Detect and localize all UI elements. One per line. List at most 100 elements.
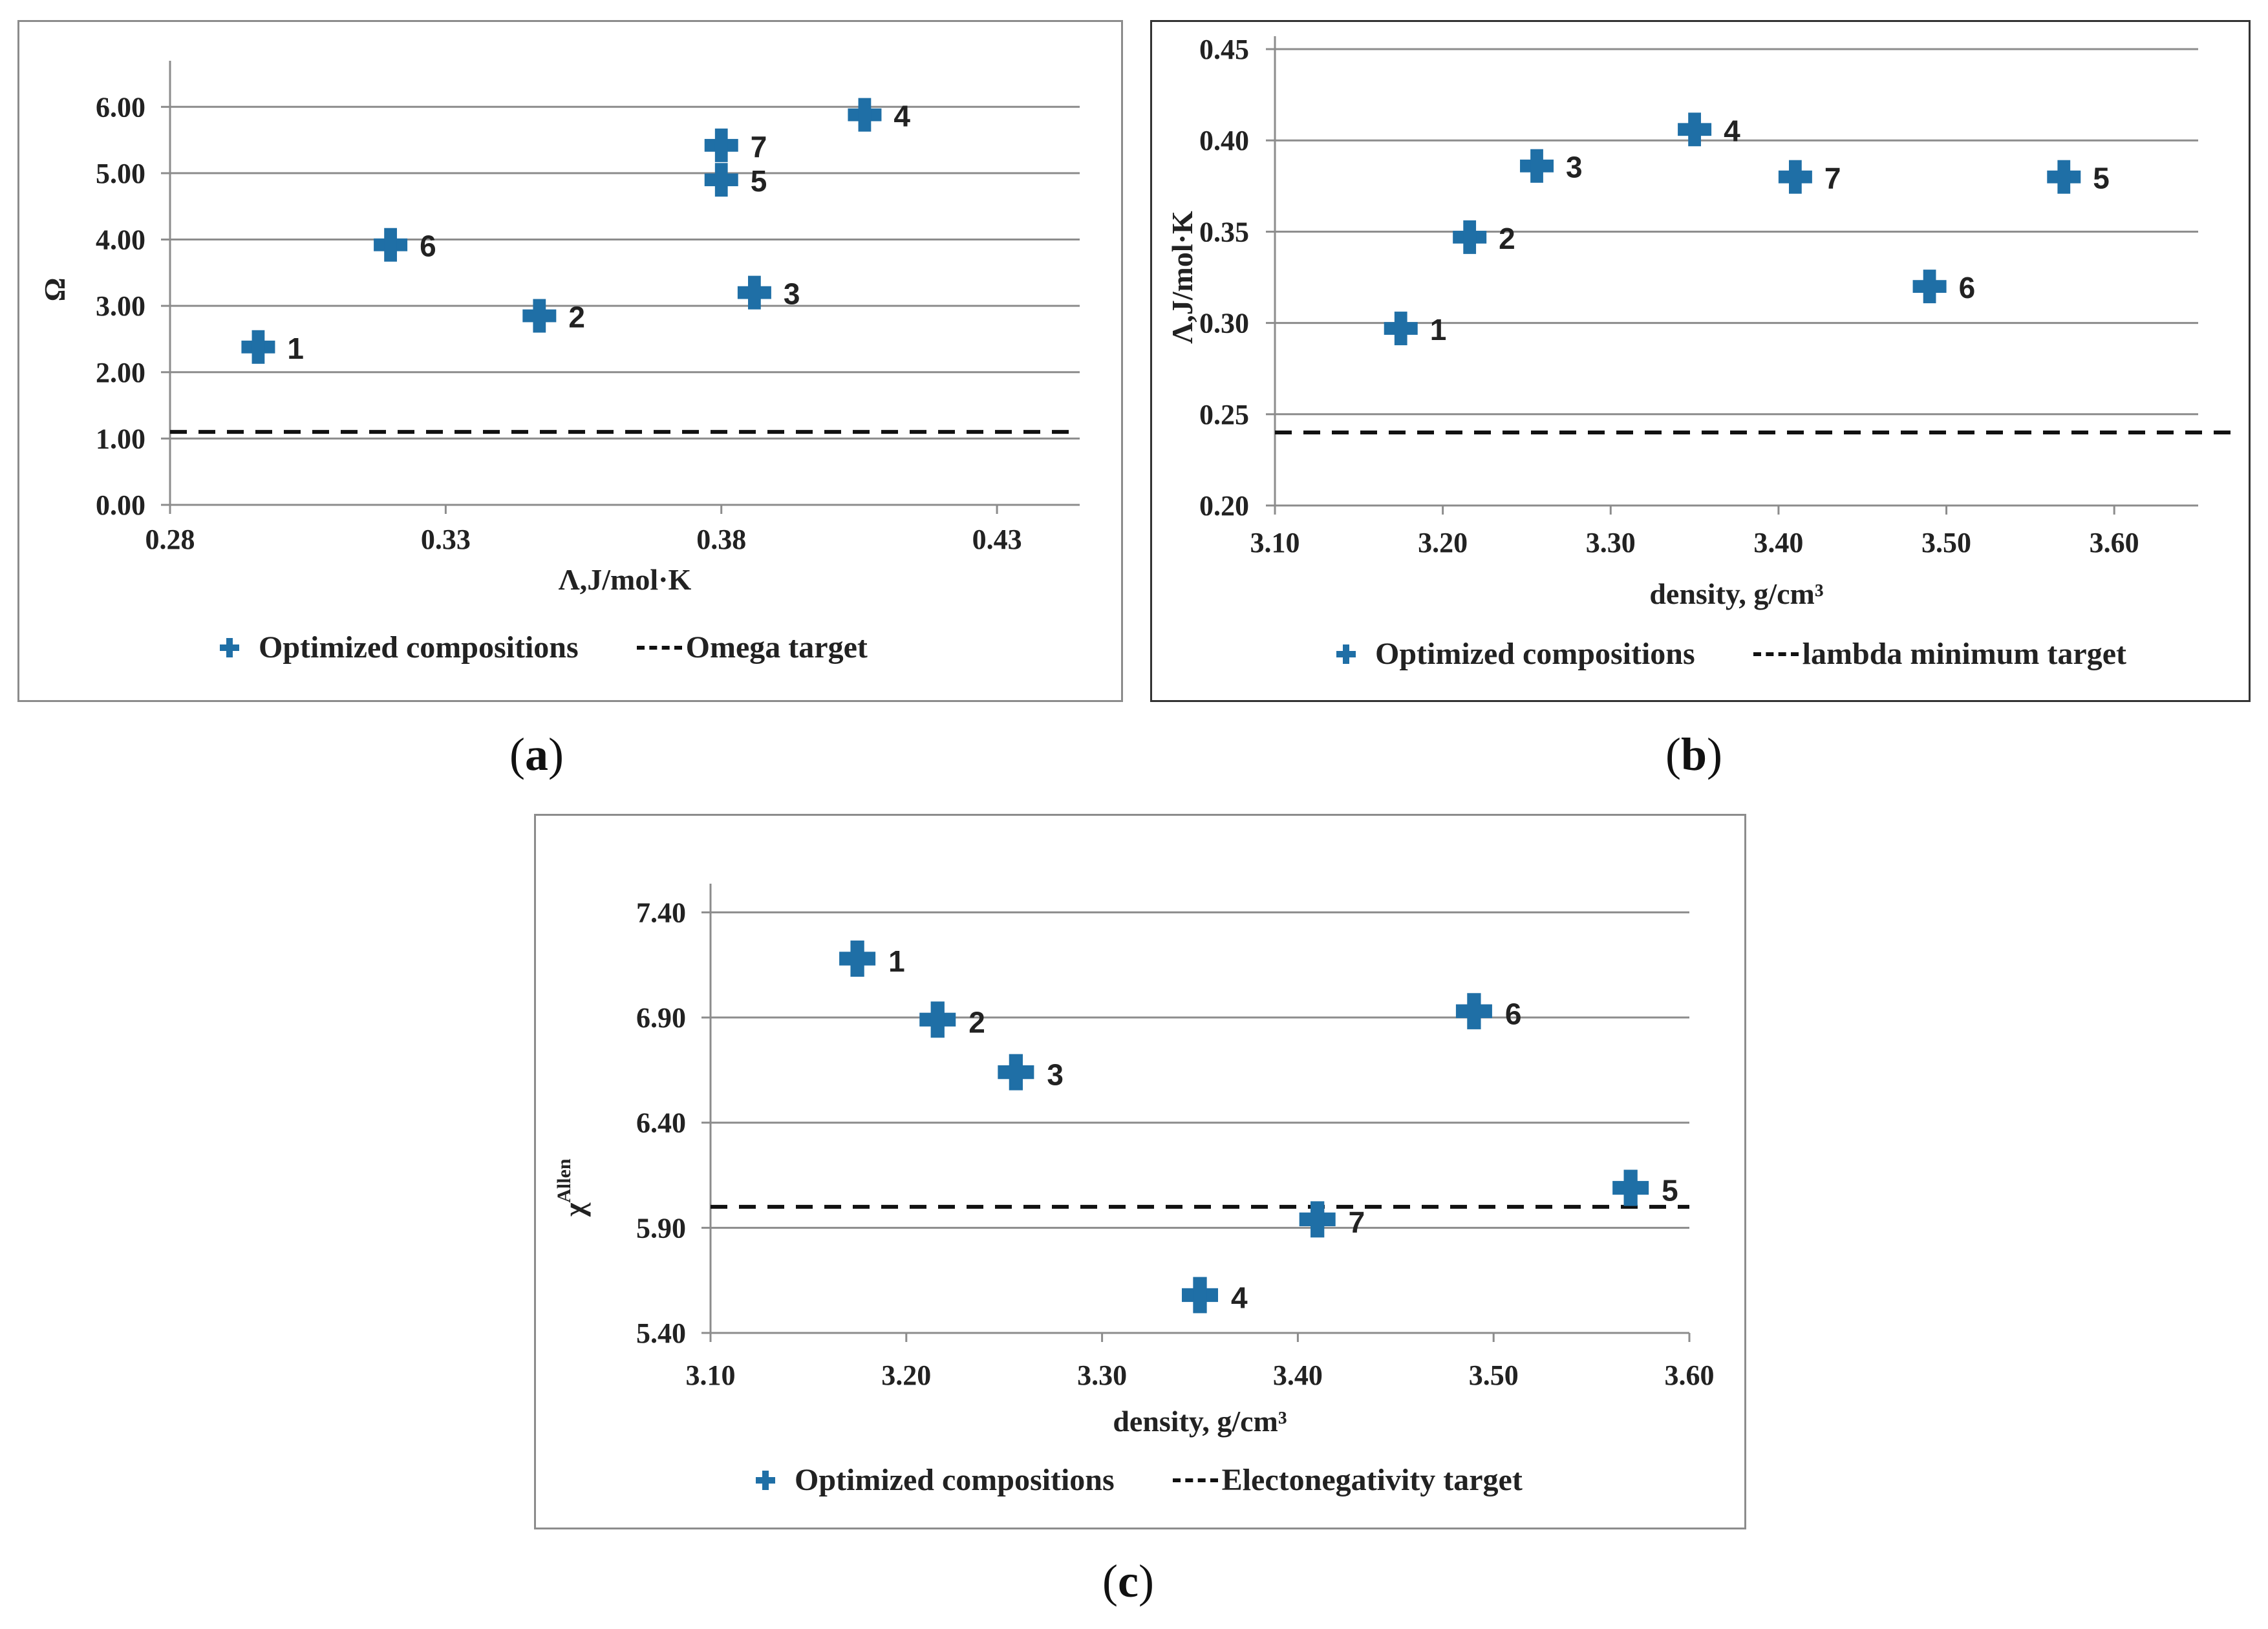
chart-c-legend: Optimized compositions Electonegativity … xyxy=(756,1462,1523,1498)
y-tick-label: 0.20 xyxy=(1199,490,1249,522)
data-point-marker xyxy=(839,940,876,977)
y-tick-label: 6.40 xyxy=(636,1107,686,1139)
data-point-label: 5 xyxy=(1662,1174,1678,1208)
data-point-marker xyxy=(1299,1201,1336,1238)
gridlines xyxy=(170,105,1080,440)
data-point-marker xyxy=(374,228,408,262)
chart-panel-b: 3.10 3.20 3.30 3.40 3.50 3.60 0.20 0.25 0.30 0.35… xyxy=(1150,20,2251,702)
data-point-label: 2 xyxy=(568,301,585,334)
dashed-line-icon xyxy=(1172,1478,1218,1482)
data-point-marker xyxy=(1453,220,1487,254)
data-point-marker xyxy=(704,128,738,162)
x-tick-label: 3.50 xyxy=(1469,1359,1519,1391)
data-point-label: 3 xyxy=(1566,151,1583,184)
chart-b-legend: Optimized compositions lambda minimum ta… xyxy=(1336,636,2126,672)
data-point-marker xyxy=(2047,160,2081,194)
data-point-label: 5 xyxy=(751,164,767,198)
x-tick-label: 3.60 xyxy=(2090,527,2139,559)
data-point-label: 3 xyxy=(784,277,800,311)
data-point-marker xyxy=(1778,160,1812,194)
caption-c: (c) xyxy=(1102,1555,1154,1607)
legend-label-target: Electonegativity target xyxy=(1221,1463,1523,1497)
data-points: 1 2 3 6 5 7 4 xyxy=(839,940,1678,1314)
data-point-label: 4 xyxy=(1724,114,1740,147)
data-point-label: 2 xyxy=(968,1005,985,1039)
legend-item-target: Electonegativity target xyxy=(1172,1462,1523,1498)
dashed-line-icon xyxy=(1753,652,1799,656)
gridlines xyxy=(1275,48,2198,416)
chart-a-svg: 0.28 0.33 0.38 0.43 0.00 1.00 2.00 3.00 4.00 5.00… xyxy=(38,61,1080,596)
data-point-label: 6 xyxy=(1959,271,1976,304)
data-point-label: 1 xyxy=(287,332,304,365)
data-point-label: 6 xyxy=(1505,997,1522,1030)
data-point-label: 5 xyxy=(2093,162,2110,195)
legend-label-target: lambda minimum target xyxy=(1802,637,2126,671)
chart-panel-a: 0.28 0.33 0.38 0.43 0.00 1.00 2.00 3.00 4.00 5.00… xyxy=(17,20,1123,702)
x-tick-label: 3.40 xyxy=(1273,1359,1323,1391)
legend-item-optimized: Optimized compositions xyxy=(220,630,579,665)
x-tick-label: 3.20 xyxy=(1418,527,1468,559)
data-point-label: 1 xyxy=(1430,313,1447,346)
data-point-label: 3 xyxy=(1047,1058,1064,1092)
legend-item-optimized: Optimized compositions xyxy=(756,1462,1115,1498)
x-axis-label: density, g/cm³ xyxy=(1649,577,1823,610)
caption-b: (b) xyxy=(1665,729,1723,780)
chart-c-svg: 3.10 3.20 3.30 3.40 3.50 3.60 5.40 5.90 6.40 6.90… xyxy=(553,884,1715,1438)
data-point-label: 6 xyxy=(420,229,436,263)
x-tick-label: 3.10 xyxy=(686,1359,736,1391)
data-point-label: 4 xyxy=(893,100,910,133)
y-tick-label: 0.35 xyxy=(1199,216,1249,248)
data-point-label: 7 xyxy=(1824,162,1841,195)
x-axis-label: density, g/cm³ xyxy=(1113,1405,1287,1438)
data-points: 1 2 3 4 7 6 5 xyxy=(1384,112,2110,346)
y-axis-label-main: χ xyxy=(558,1202,591,1217)
data-point-label: 1 xyxy=(888,944,905,978)
plus-marker-icon xyxy=(756,1470,775,1490)
y-axis-label: Ω xyxy=(38,278,71,302)
dashed-line-icon xyxy=(636,645,682,650)
data-points: 1 2 3 4 5 6 7 xyxy=(241,98,910,365)
y-tick-label: 6.00 xyxy=(96,91,145,123)
data-point-label: 4 xyxy=(1231,1281,1248,1314)
data-point-marker xyxy=(848,98,882,132)
data-point-marker xyxy=(1182,1277,1218,1314)
data-point-label: 7 xyxy=(751,130,767,164)
data-point-marker xyxy=(704,163,738,197)
data-point-marker xyxy=(919,1001,956,1038)
data-point-marker xyxy=(1384,312,1418,346)
data-point-label: 2 xyxy=(1499,222,1515,255)
data-point-marker xyxy=(241,330,275,364)
legend-item-target: Omega target xyxy=(636,630,868,665)
x-tick-label: 0.38 xyxy=(696,524,746,555)
x-tick-label: 3.30 xyxy=(1077,1359,1127,1391)
x-axis-label: Λ,J/mol·K xyxy=(559,563,692,596)
y-tick-label: 4.00 xyxy=(96,224,145,256)
plus-marker-icon xyxy=(220,637,239,657)
data-point-marker xyxy=(1455,993,1492,1030)
x-tick-label: 3.30 xyxy=(1586,527,1636,559)
y-tick-label: 5.90 xyxy=(636,1212,686,1244)
y-tick-label: 3.00 xyxy=(96,290,145,322)
data-point-marker xyxy=(1612,1169,1649,1206)
legend-label-optimized: Optimized compositions xyxy=(259,630,579,665)
x-tick-label: 0.33 xyxy=(421,524,471,555)
y-tick-label: 5.40 xyxy=(636,1317,686,1349)
data-point-marker xyxy=(522,299,557,333)
y-tick-label: 7.40 xyxy=(636,897,686,928)
y-tick-label: 0.25 xyxy=(1199,399,1249,431)
x-tick-label: 3.60 xyxy=(1665,1359,1715,1391)
legend-item-optimized: Optimized compositions xyxy=(1336,636,1695,672)
data-point-marker xyxy=(1678,112,1712,147)
x-tick-label: 3.40 xyxy=(1753,527,1803,559)
data-point-marker xyxy=(1520,149,1554,183)
legend-label-optimized: Optimized compositions xyxy=(795,1463,1115,1497)
data-point-label: 7 xyxy=(1349,1205,1365,1239)
x-tick-label: 3.20 xyxy=(881,1359,931,1391)
y-tick-label: 6.90 xyxy=(636,1002,686,1034)
svg-text:χAllen: χAllen xyxy=(553,1158,591,1217)
x-tick-label: 0.43 xyxy=(972,524,1022,555)
gridlines xyxy=(711,911,1689,1229)
chart-b-svg: 3.10 3.20 3.30 3.40 3.50 3.60 0.20 0.25 0.30 0.35… xyxy=(1166,34,2237,610)
x-tick-label: 3.50 xyxy=(1921,527,1971,559)
y-axis-label: Λ,J/mol·K xyxy=(1166,211,1199,344)
